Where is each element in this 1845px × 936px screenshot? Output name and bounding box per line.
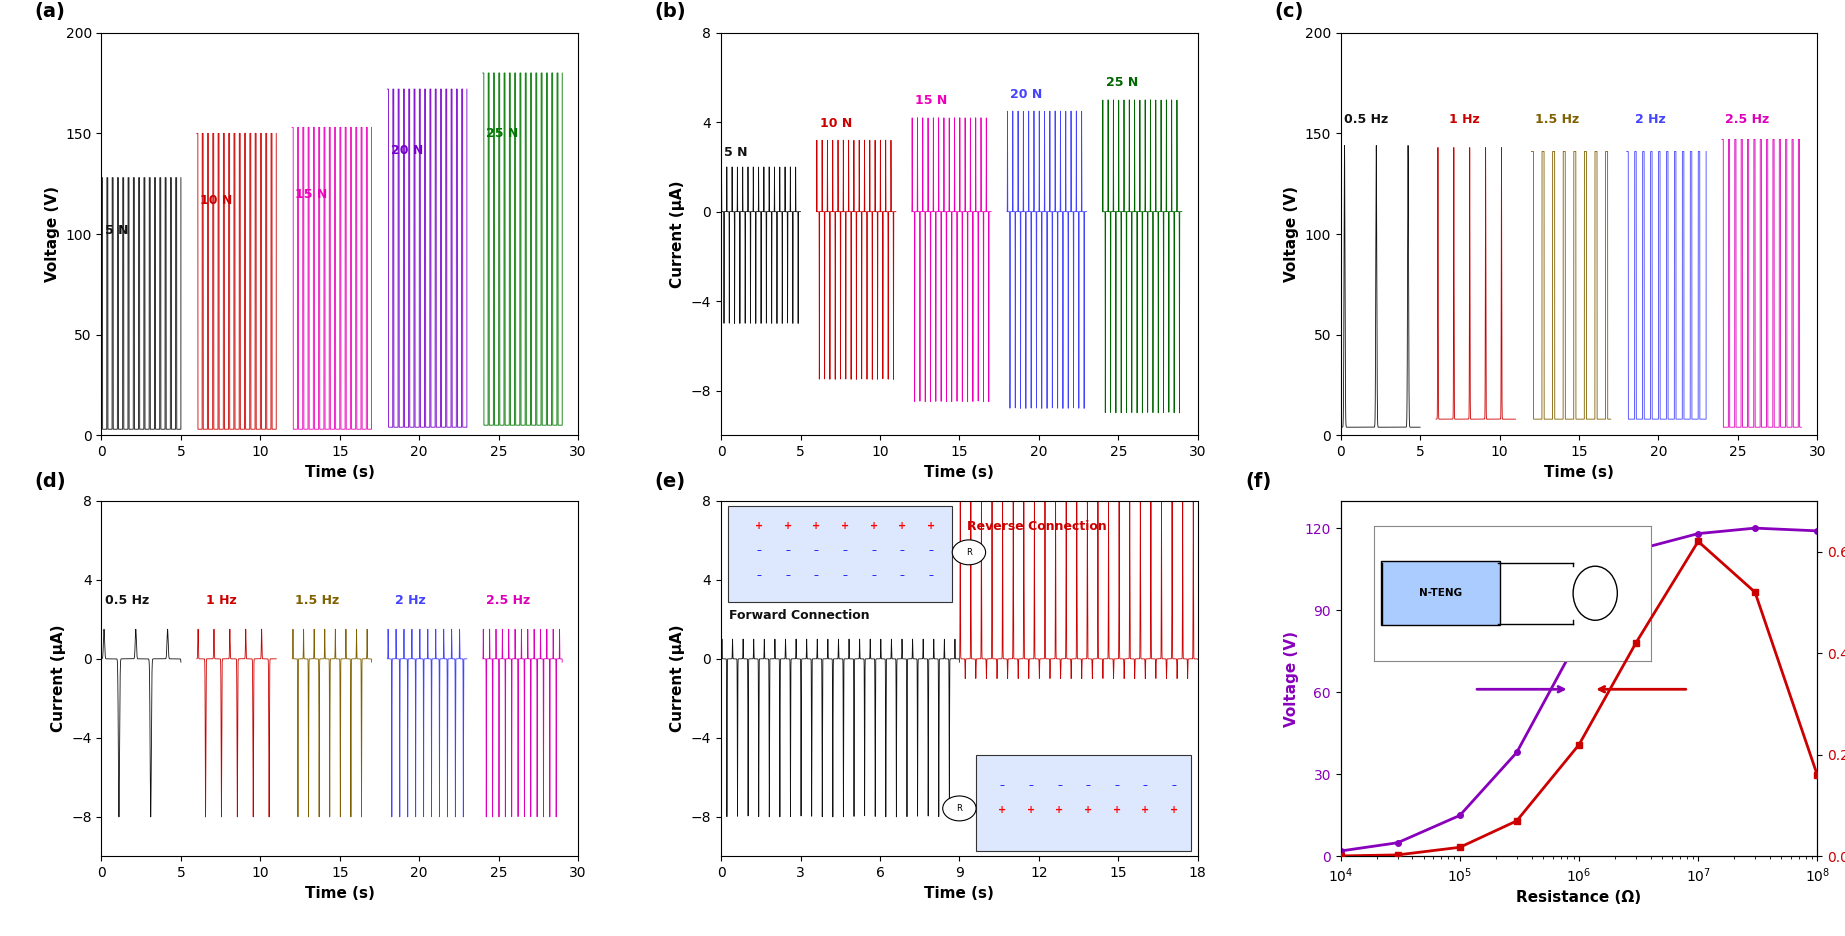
X-axis label: Time (s): Time (s) [924, 885, 994, 900]
X-axis label: Resistance (Ω): Resistance (Ω) [1517, 890, 1642, 905]
Text: +: + [1055, 805, 1063, 815]
Text: +: + [926, 520, 935, 531]
Text: +: + [1113, 805, 1120, 815]
Text: 2 Hz: 2 Hz [395, 593, 426, 607]
Text: –: – [756, 546, 762, 556]
Text: R: R [967, 548, 972, 557]
Text: 1 Hz: 1 Hz [207, 593, 236, 607]
Text: –: – [900, 546, 904, 556]
Text: +: + [784, 520, 792, 531]
Text: 10 N: 10 N [819, 117, 852, 130]
Text: –: – [843, 546, 847, 556]
Text: 25 N: 25 N [485, 127, 518, 140]
Text: 10 N: 10 N [199, 194, 232, 207]
Text: 0.5 Hz: 0.5 Hz [105, 593, 149, 607]
Text: –: – [1057, 781, 1063, 790]
Text: +: + [755, 520, 764, 531]
Text: 0.5 Hz: 0.5 Hz [1343, 113, 1387, 126]
Text: –: – [786, 546, 790, 556]
Text: +: + [998, 805, 1006, 815]
Text: –: – [1142, 781, 1148, 790]
Text: (a): (a) [35, 2, 66, 21]
Text: –: – [1114, 781, 1120, 790]
Text: (d): (d) [35, 472, 66, 490]
Text: 2.5 Hz: 2.5 Hz [1725, 113, 1769, 126]
Text: –: – [814, 570, 819, 580]
Text: –: – [871, 546, 876, 556]
Circle shape [952, 540, 985, 564]
Text: +: + [1085, 805, 1092, 815]
Text: (c): (c) [1273, 2, 1303, 21]
Text: Reverse Connection: Reverse Connection [967, 520, 1107, 534]
Text: +: + [841, 520, 849, 531]
Text: 15 N: 15 N [295, 188, 328, 201]
Y-axis label: Current (μA): Current (μA) [670, 625, 684, 732]
Text: 1.5 Hz: 1.5 Hz [295, 593, 339, 607]
Text: +: + [812, 520, 821, 531]
FancyBboxPatch shape [729, 506, 952, 602]
Text: –: – [786, 570, 790, 580]
Text: –: – [1172, 781, 1177, 790]
Text: 5 N: 5 N [725, 146, 747, 159]
Text: 15 N: 15 N [915, 95, 946, 108]
Text: +: + [899, 520, 906, 531]
Text: 20 N: 20 N [1011, 88, 1042, 100]
Text: Forward Connection: Forward Connection [729, 609, 869, 622]
FancyBboxPatch shape [976, 755, 1190, 851]
Text: +: + [1170, 805, 1177, 815]
Text: 20 N: 20 N [391, 143, 423, 156]
Text: (f): (f) [1245, 472, 1271, 490]
Text: –: – [843, 570, 847, 580]
Text: –: – [1028, 781, 1033, 790]
Y-axis label: Voltage (V): Voltage (V) [1284, 631, 1299, 726]
Text: +: + [1028, 805, 1035, 815]
Text: +: + [869, 520, 878, 531]
Text: –: – [928, 546, 934, 556]
Circle shape [943, 796, 976, 821]
Text: 25 N: 25 N [1105, 77, 1138, 90]
X-axis label: Time (s): Time (s) [304, 885, 375, 900]
Text: –: – [814, 546, 819, 556]
Y-axis label: Voltage (V): Voltage (V) [1284, 186, 1299, 282]
Text: +: + [1142, 805, 1149, 815]
Text: 2 Hz: 2 Hz [1635, 113, 1666, 126]
Text: 1.5 Hz: 1.5 Hz [1535, 113, 1579, 126]
Text: (b): (b) [655, 2, 686, 21]
Text: –: – [1000, 781, 1006, 790]
Text: –: – [928, 570, 934, 580]
Text: 2.5 Hz: 2.5 Hz [485, 593, 530, 607]
Text: –: – [871, 570, 876, 580]
Text: 5 N: 5 N [105, 224, 127, 237]
X-axis label: Time (s): Time (s) [304, 464, 375, 479]
Text: –: – [756, 570, 762, 580]
X-axis label: Time (s): Time (s) [1544, 464, 1614, 479]
Y-axis label: Current (μA): Current (μA) [670, 181, 684, 287]
Text: 1 Hz: 1 Hz [1448, 113, 1480, 126]
Y-axis label: Voltage (V): Voltage (V) [44, 186, 59, 282]
X-axis label: Time (s): Time (s) [924, 464, 994, 479]
Text: –: – [1085, 781, 1090, 790]
Text: R: R [956, 804, 963, 813]
Text: –: – [900, 570, 904, 580]
Y-axis label: Current (μA): Current (μA) [50, 625, 66, 732]
Text: (e): (e) [655, 472, 686, 490]
